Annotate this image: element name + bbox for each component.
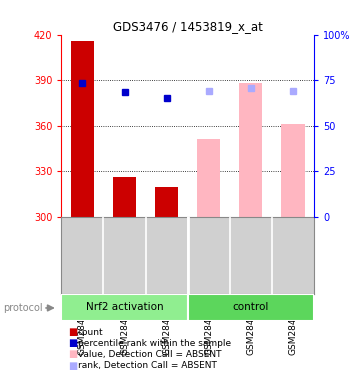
Text: control: control <box>233 302 269 312</box>
Text: rank, Detection Call = ABSENT: rank, Detection Call = ABSENT <box>78 361 217 370</box>
Text: ■: ■ <box>69 327 78 337</box>
Text: count: count <box>78 328 103 337</box>
Bar <box>197 139 220 217</box>
Text: protocol: protocol <box>4 303 43 313</box>
Text: Nrf2 activation: Nrf2 activation <box>86 302 164 312</box>
Text: ■: ■ <box>69 338 78 348</box>
Bar <box>113 177 136 217</box>
Bar <box>239 83 262 217</box>
Text: ■: ■ <box>69 349 78 359</box>
Bar <box>61 294 188 321</box>
Text: ■: ■ <box>69 361 78 371</box>
Title: GDS3476 / 1453819_x_at: GDS3476 / 1453819_x_at <box>113 20 263 33</box>
Text: percentile rank within the sample: percentile rank within the sample <box>78 339 231 348</box>
Bar <box>71 41 94 217</box>
Bar <box>282 124 305 217</box>
Bar <box>155 187 178 217</box>
Bar <box>188 294 314 321</box>
Text: value, Detection Call = ABSENT: value, Detection Call = ABSENT <box>78 350 221 359</box>
